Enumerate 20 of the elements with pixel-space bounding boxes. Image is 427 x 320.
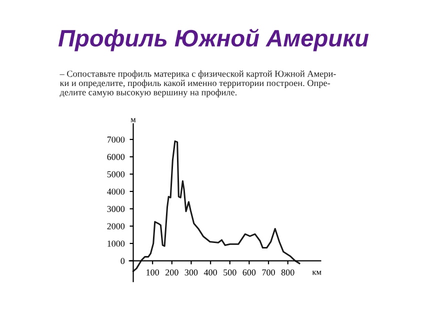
y-tick-label: 5000 xyxy=(107,171,125,178)
x-tick-label: 600 xyxy=(242,269,256,276)
x-tick-label: 200 xyxy=(166,269,178,276)
y-tick-label: 0 xyxy=(120,258,125,264)
x-tick-label: 500 xyxy=(224,269,236,276)
y-tick-label: 4000 xyxy=(107,188,125,195)
y-tick-label: 3000 xyxy=(107,206,125,212)
x-axis-title: км xyxy=(312,270,322,275)
x-tick-label: 100 xyxy=(146,269,159,276)
y-tick-label: 7000 xyxy=(107,136,125,143)
x-tick-label: 400 xyxy=(204,269,217,276)
y-axis-title: м xyxy=(130,118,136,122)
text: – Сопоставьте профиль материка с физической картой Южной Амери- ки и определите, профиль какой именно территории построен. Опре- делите самую высокую вершину на профиле. xyxy=(60,70,336,98)
y-tick-label: 6000 xyxy=(107,154,125,160)
x-tick-label: 800 xyxy=(281,269,294,276)
y-tick-label: 2000 xyxy=(107,223,125,230)
x-tick-label: 300 xyxy=(184,269,198,276)
y-tick-label: 1000 xyxy=(108,240,125,247)
x-tick-label: 700 xyxy=(262,269,275,276)
chart-title: Профиль Южной Америки xyxy=(58,28,369,52)
